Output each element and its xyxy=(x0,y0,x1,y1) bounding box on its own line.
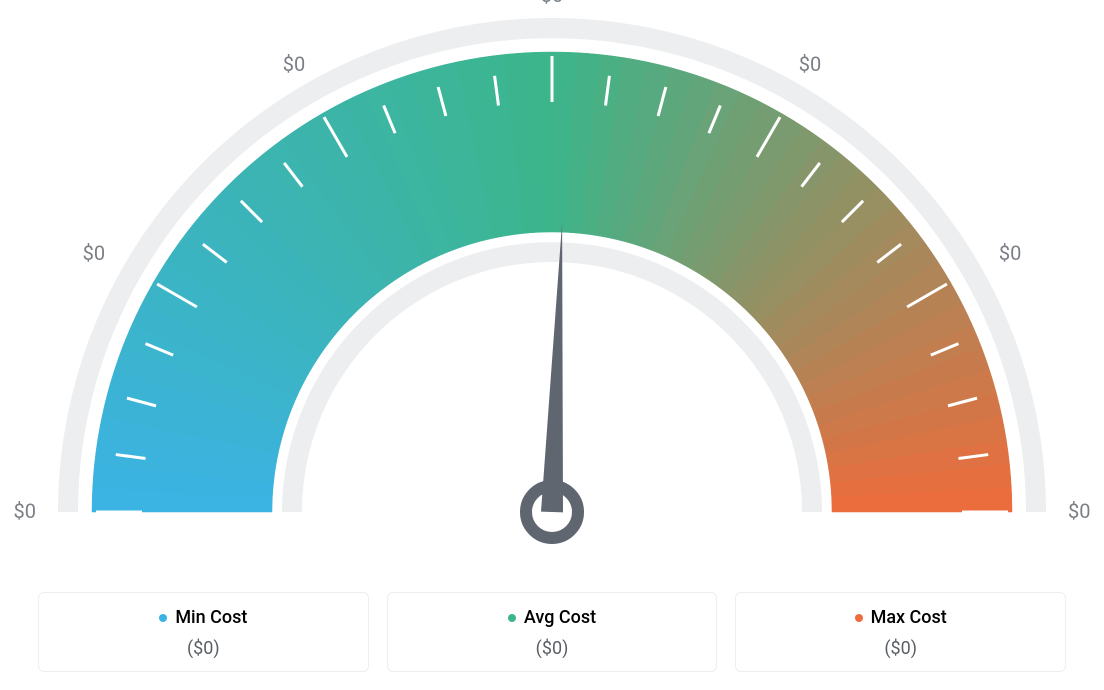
legend-label-max: Max Cost xyxy=(855,607,947,628)
legend-value-avg: ($0) xyxy=(398,638,707,659)
gauge-container: $0 $0 $0 $0 $0 $0 $0 xyxy=(0,0,1104,560)
gauge-needle xyxy=(541,222,563,512)
legend-label-avg: Avg Cost xyxy=(508,607,596,628)
legend-label-min-text: Min Cost xyxy=(175,607,247,628)
legend-dot-avg xyxy=(508,614,516,622)
legend-row: Min Cost ($0) Avg Cost ($0) Max Cost ($0… xyxy=(38,592,1066,673)
legend-card-avg: Avg Cost ($0) xyxy=(387,592,718,673)
legend-label-avg-text: Avg Cost xyxy=(524,607,596,628)
gauge-tick-label: $0 xyxy=(999,241,1021,265)
legend-dot-min xyxy=(159,614,167,622)
legend-label-max-text: Max Cost xyxy=(871,607,947,628)
gauge-tick-label: $0 xyxy=(799,52,821,76)
legend-card-min: Min Cost ($0) xyxy=(38,592,369,673)
gauge-svg: $0 $0 $0 $0 $0 $0 $0 xyxy=(0,0,1104,560)
legend-card-max: Max Cost ($0) xyxy=(735,592,1066,673)
gauge-tick-label: $0 xyxy=(541,0,563,7)
legend-dot-max xyxy=(855,614,863,622)
legend-value-min: ($0) xyxy=(49,638,358,659)
legend-label-min: Min Cost xyxy=(159,607,247,628)
legend-value-max: ($0) xyxy=(746,638,1055,659)
gauge-tick-label: $0 xyxy=(83,241,105,265)
gauge-tick-label: $0 xyxy=(283,52,305,76)
gauge-tick-label: $0 xyxy=(1068,499,1090,523)
gauge-tick-label: $0 xyxy=(14,499,36,523)
